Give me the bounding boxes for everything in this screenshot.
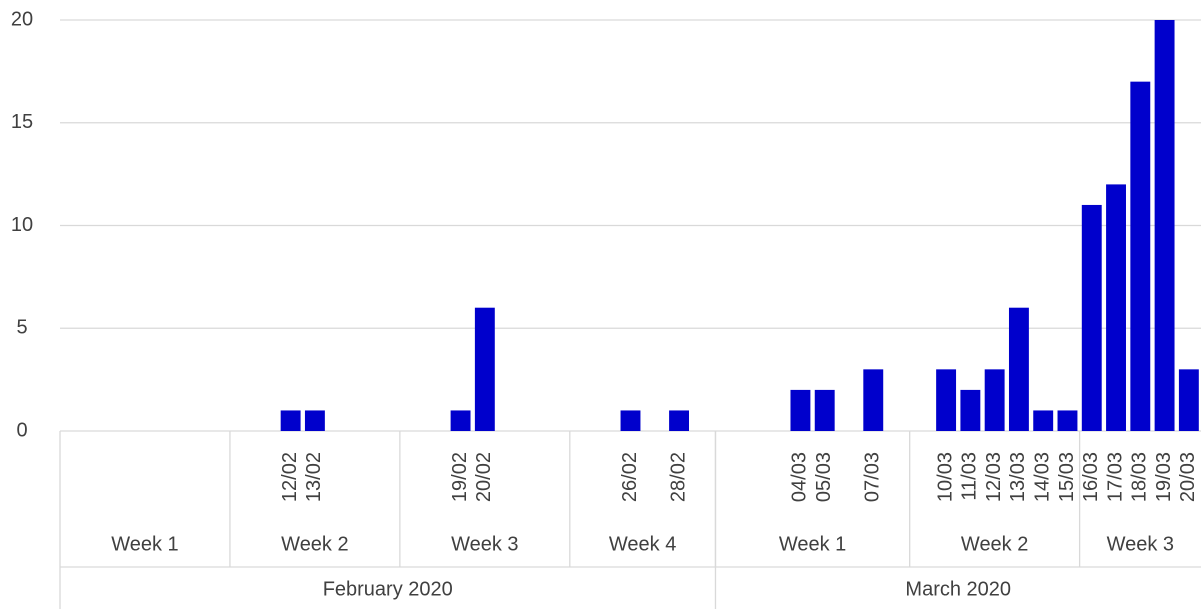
bar — [936, 369, 957, 431]
x-tick-label: 11/03 — [959, 452, 981, 501]
x-tick-label: 05/03 — [813, 452, 835, 502]
bar — [984, 369, 1005, 431]
x-tick-label: 15/03 — [1056, 452, 1078, 502]
week-label: Week 1 — [779, 533, 846, 555]
bar — [863, 369, 884, 431]
x-tick-label: 19/03 — [1153, 452, 1175, 502]
bar — [669, 410, 690, 431]
bar — [1154, 20, 1175, 431]
x-tick-label: 14/03 — [1031, 452, 1053, 502]
x-tick-label: 13/03 — [1007, 452, 1029, 502]
week-label: Week 1 — [111, 533, 178, 555]
week-label: Week 3 — [1107, 533, 1174, 555]
x-tick-label: 12/02 — [279, 452, 301, 502]
bar — [1081, 204, 1102, 431]
x-tick-label: 04/03 — [789, 452, 811, 502]
bar — [1057, 410, 1078, 431]
x-tick-label: 19/02 — [449, 452, 471, 502]
y-tick-label: 20 — [11, 8, 33, 30]
bar — [790, 389, 811, 431]
x-tick-label: 20/03 — [1177, 452, 1199, 502]
x-tick-label: 17/03 — [1104, 452, 1126, 502]
bar — [1008, 307, 1029, 431]
y-tick-label: 15 — [11, 111, 33, 133]
bar — [1106, 184, 1126, 431]
y-tick-label: 10 — [11, 214, 33, 236]
x-tick-label: 16/03 — [1080, 452, 1102, 502]
bar — [450, 410, 471, 431]
x-tick-label: 13/02 — [303, 452, 325, 502]
y-tick-label: 0 — [16, 419, 27, 441]
bar — [1130, 81, 1151, 432]
y-tick-label: 5 — [16, 317, 27, 339]
x-tick-label: 10/03 — [934, 452, 956, 502]
bar — [620, 410, 641, 431]
week-label: Week 2 — [961, 533, 1028, 555]
bar — [1033, 410, 1054, 431]
x-tick-label: 26/02 — [619, 452, 641, 502]
month-label: March 2020 — [905, 578, 1011, 600]
x-tick-label: 18/03 — [1129, 452, 1151, 502]
week-label: Week 2 — [281, 533, 348, 555]
x-tick-label: 28/02 — [667, 452, 689, 502]
bar — [814, 389, 835, 431]
x-tick-label: 07/03 — [862, 452, 884, 502]
bar — [960, 389, 981, 431]
bar — [280, 410, 301, 431]
x-tick-label: 20/02 — [473, 452, 495, 502]
month-label: February 2020 — [323, 578, 453, 600]
week-label: Week 4 — [609, 533, 676, 555]
bar — [474, 307, 495, 431]
x-tick-label: 12/03 — [983, 452, 1005, 502]
bar — [304, 410, 325, 431]
week-label: Week 3 — [451, 533, 518, 555]
bar — [1178, 369, 1199, 431]
